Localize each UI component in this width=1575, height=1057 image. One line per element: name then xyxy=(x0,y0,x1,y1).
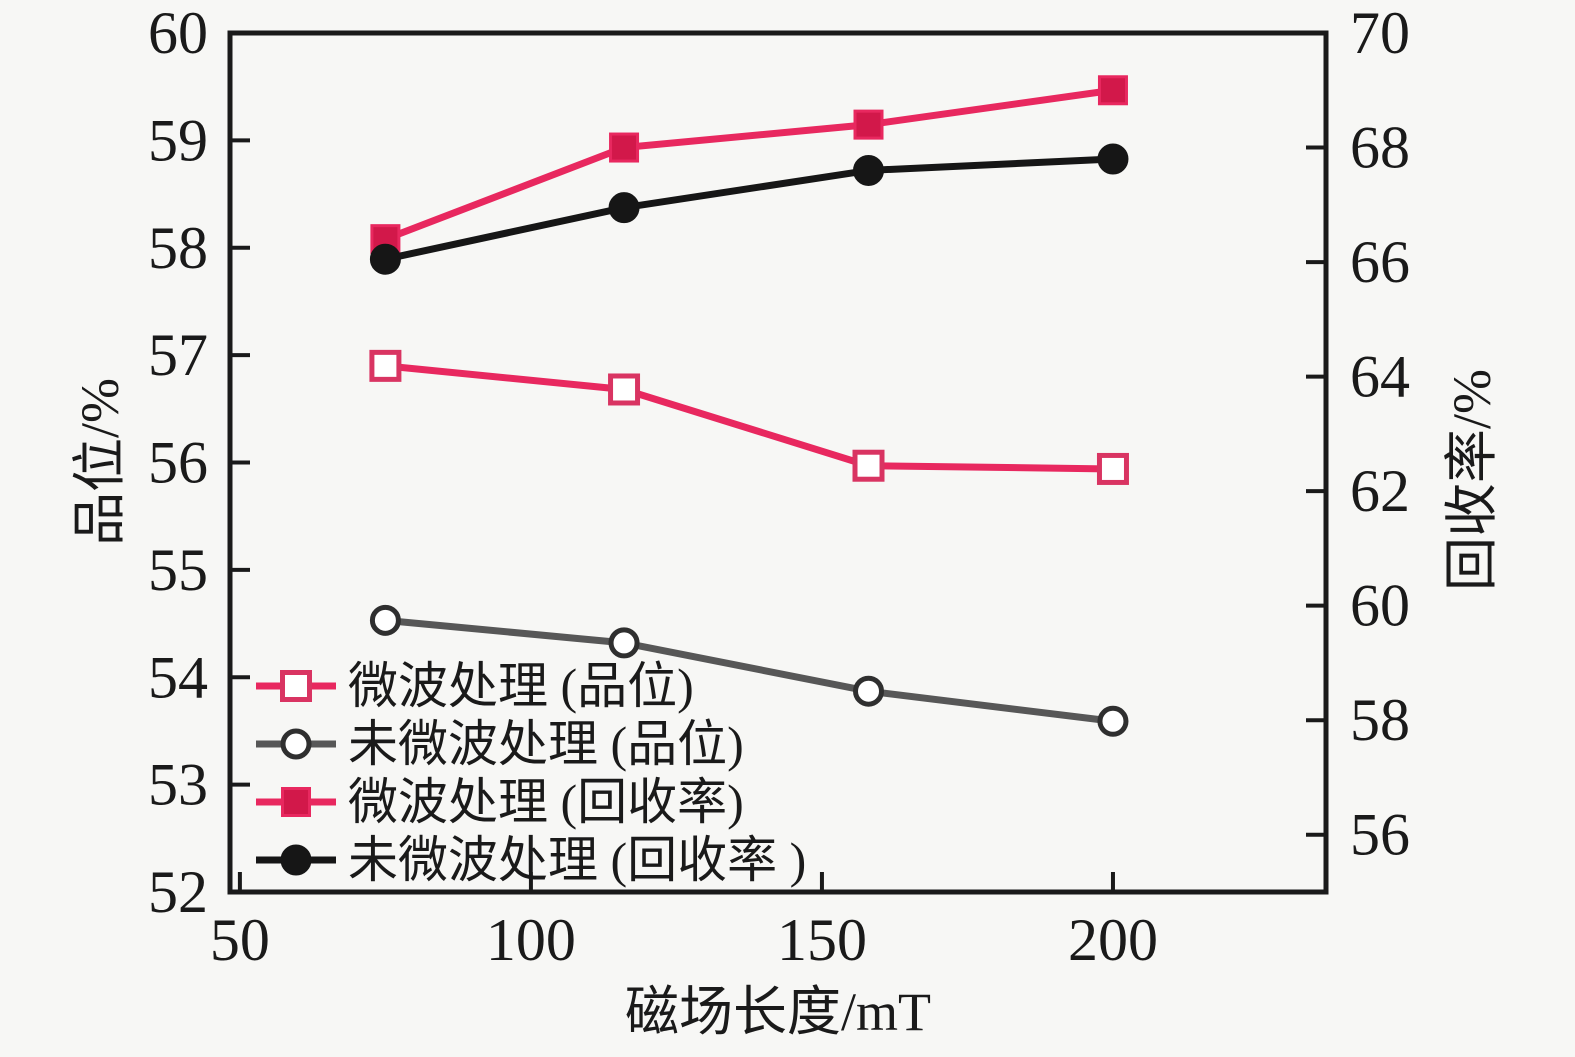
legend: 微波处理 (品位)未微波处理 (品位)微波处理 (回收率)未微波处理 (回收率 … xyxy=(256,658,806,888)
left-axis-title: 品位/% xyxy=(70,378,130,546)
legend-item-2: 微波处理 (回收率) xyxy=(256,774,744,830)
data-point-marker xyxy=(1097,75,1128,106)
data-point-marker xyxy=(280,670,312,702)
left-tick-label: 56 xyxy=(148,430,208,496)
left-tick-label: 54 xyxy=(148,644,208,710)
data-point-marker xyxy=(369,243,401,275)
data-series xyxy=(369,75,1129,737)
data-point-marker xyxy=(369,604,401,636)
legend-label: 未微波处理 (回收率 ) xyxy=(348,832,806,888)
x-tick-label: 50 xyxy=(210,907,270,973)
legend-label: 微波处理 (品位) xyxy=(348,658,694,714)
data-point-marker xyxy=(608,627,640,659)
series-line xyxy=(381,362,1117,473)
left-tick-label: 53 xyxy=(148,752,208,818)
data-point-marker xyxy=(1097,705,1129,737)
left-tick-label: 57 xyxy=(148,322,208,388)
right-tick-label: 64 xyxy=(1350,344,1410,410)
left-tick-label: 60 xyxy=(148,0,208,66)
left-tick-label: 55 xyxy=(148,537,208,603)
series-3 xyxy=(369,143,1129,275)
series-1 xyxy=(369,604,1129,737)
right-tick-label: 56 xyxy=(1350,802,1410,868)
legend-label: 未微波处理 (品位) xyxy=(348,716,744,772)
legend-item-1: 未微波处理 (品位) xyxy=(256,716,744,772)
left-tick-label: 58 xyxy=(148,215,208,281)
data-point-marker xyxy=(853,109,884,140)
series-0 xyxy=(369,349,1129,485)
left-tick-label: 59 xyxy=(148,107,208,173)
right-tick-label: 70 xyxy=(1350,0,1410,66)
right-tick-label: 62 xyxy=(1350,458,1410,524)
right-tick-label: 68 xyxy=(1350,115,1410,181)
data-point-marker xyxy=(1096,452,1129,485)
legend-item-3: 未微波处理 (回收率 ) xyxy=(256,832,806,888)
legend-label: 微波处理 (回收率) xyxy=(348,774,744,830)
series-line xyxy=(381,86,1117,243)
left-tick-label: 52 xyxy=(148,859,208,925)
right-tick-label: 60 xyxy=(1350,573,1410,639)
data-point-marker xyxy=(853,675,885,707)
axis-ticks xyxy=(230,31,1326,894)
series-line xyxy=(381,616,1117,725)
data-point-marker xyxy=(280,728,312,760)
right-axis-title: 回收率/% xyxy=(1442,369,1502,591)
legend-item-0: 微波处理 (品位) xyxy=(256,658,694,714)
tick-labels: 50 100 150 200 60 59 58 57 56 55 54 53 52 70 68 66 64 62 6… xyxy=(148,0,1410,973)
x-tick-label: 200 xyxy=(1068,907,1158,973)
series-line xyxy=(381,155,1117,263)
series-2 xyxy=(370,75,1128,255)
data-point-marker xyxy=(608,373,641,406)
data-point-marker xyxy=(280,844,312,876)
data-point-marker xyxy=(281,787,311,817)
x-tick-label: 150 xyxy=(777,907,867,973)
x-tick-label: 100 xyxy=(486,907,576,973)
data-point-marker xyxy=(609,132,640,163)
data-point-marker xyxy=(1097,143,1129,175)
data-point-marker xyxy=(853,154,885,186)
data-point-marker xyxy=(852,449,885,482)
right-tick-label: 58 xyxy=(1350,687,1410,753)
data-point-marker xyxy=(608,192,640,224)
right-tick-label: 66 xyxy=(1350,229,1410,295)
x-axis-title: 磁场长度/mT xyxy=(625,982,931,1042)
data-point-marker xyxy=(369,349,402,382)
